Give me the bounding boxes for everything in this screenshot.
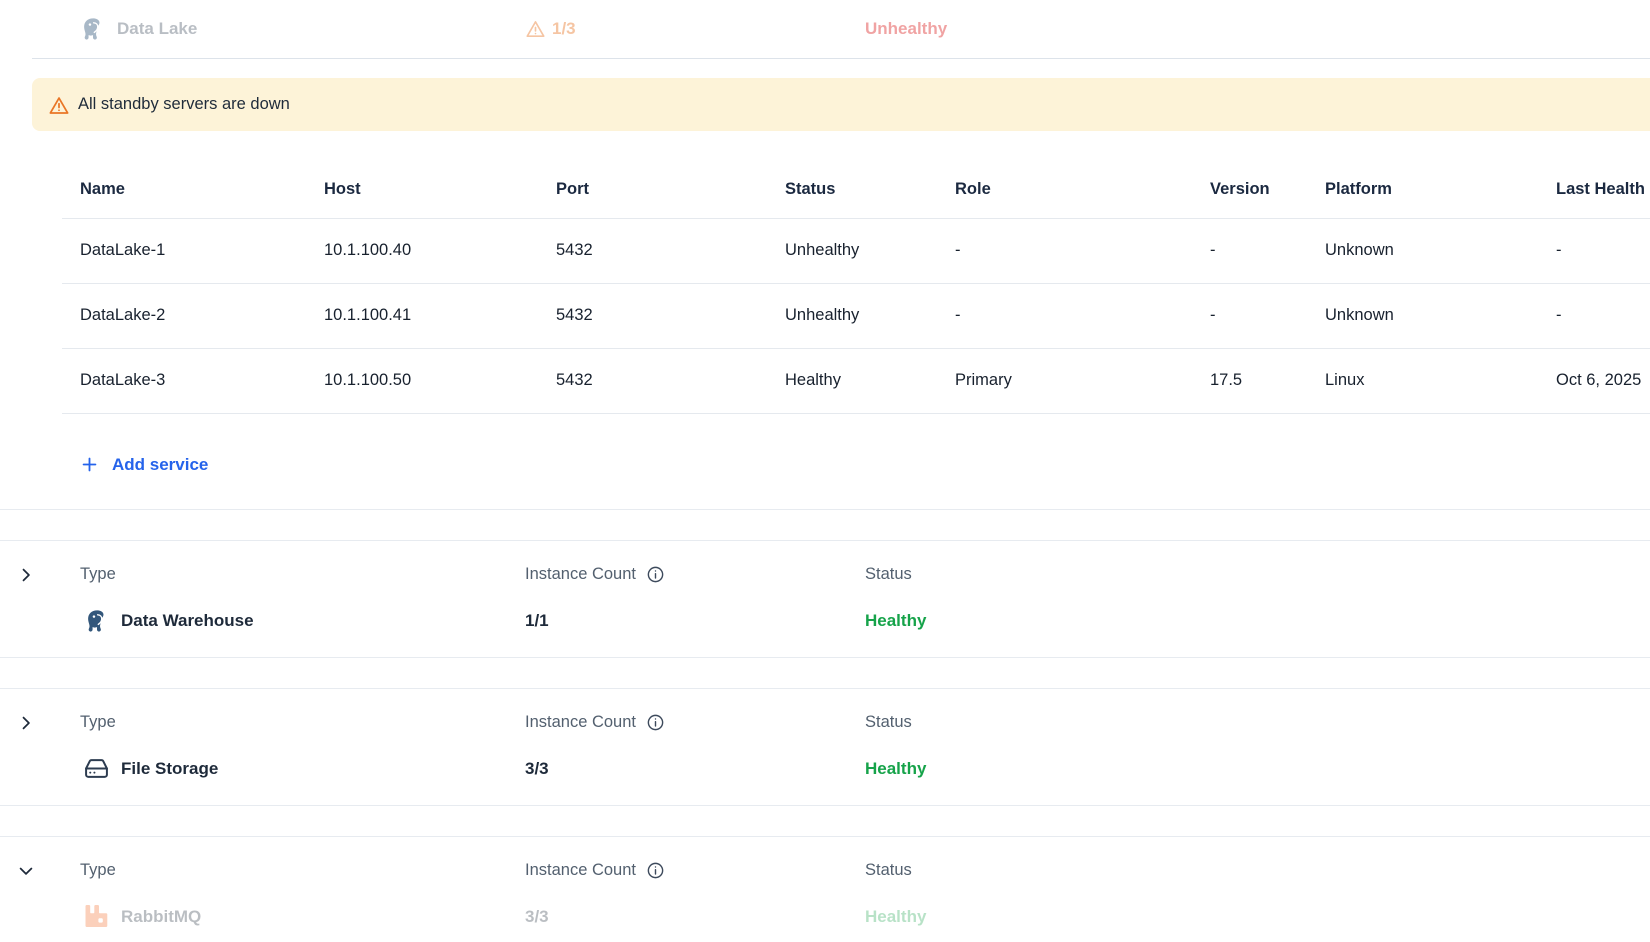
hard-drive-icon (84, 756, 110, 782)
cell-last-health-check: - (1556, 218, 1650, 284)
column-header-platform: Platform (1325, 161, 1556, 219)
instance-count-label: Instance Count (525, 861, 636, 879)
column-header-last-health-check: Last Health Check (1556, 161, 1650, 219)
service-name: File Storage (121, 758, 219, 778)
service-name: RabbitMQ (121, 906, 202, 926)
instances-table-header-row: Name Host Port Status Role Version Platf… (62, 161, 1650, 219)
service-status: Healthy (865, 906, 927, 926)
chevron-right-icon[interactable] (16, 713, 36, 733)
info-icon[interactable] (646, 713, 666, 733)
service-status: Healthy (865, 758, 927, 778)
instances-table: Name Host Port Status Role Version Platf… (62, 161, 1650, 414)
cell-status: Healthy (785, 348, 955, 414)
cell-status: Unhealthy (785, 283, 955, 349)
column-header-version: Version (1210, 161, 1325, 219)
warning-banner: All standby servers are down (32, 78, 1650, 131)
cell-role: - (955, 283, 1210, 349)
group-divider (0, 508, 1650, 510)
cell-version: 17.5 (1210, 348, 1325, 414)
column-header-port: Port (556, 161, 785, 219)
cell-host: 10.1.100.40 (324, 218, 556, 284)
service-row-file-storage[interactable]: File Storage 3/3 Healthy (0, 751, 1650, 787)
instance-row-datalake-3[interactable]: DataLake-3 10.1.100.50 5432 Healthy Prim… (62, 348, 1650, 414)
instance-count-value: 1/3 (552, 19, 576, 38)
instance-count-label: Instance Count (525, 565, 636, 583)
instance-row-datalake-2[interactable]: DataLake-2 10.1.100.41 5432 Unhealthy - … (62, 283, 1650, 349)
cell-platform: Linux (1325, 348, 1556, 414)
status-label: Status (865, 861, 912, 879)
cell-port: 5432 (556, 218, 785, 284)
postgresql-icon (84, 608, 110, 634)
service-name: Data Lake (117, 19, 198, 38)
service-row-rabbitmq[interactable]: RabbitMQ 3/3 Healthy (0, 899, 1650, 935)
type-label: Type (80, 565, 116, 583)
info-icon[interactable] (646, 565, 666, 585)
cell-name: DataLake-2 (62, 283, 324, 349)
info-icon[interactable] (646, 861, 666, 881)
cell-role: - (955, 218, 1210, 284)
chevron-right-icon[interactable] (16, 565, 36, 585)
rabbitmq-icon (84, 904, 110, 930)
group-label-row: Type Instance Count Status (0, 713, 1650, 733)
postgresql-icon (80, 16, 106, 42)
service-row-data-warehouse[interactable]: Data Warehouse 1/1 Healthy (0, 603, 1650, 639)
group-label-row: Type Instance Count Status (0, 565, 1650, 585)
warning-triangle-icon (525, 19, 545, 39)
cell-version: - (1210, 218, 1325, 284)
instance-count-value: 1/1 (525, 610, 549, 630)
column-header-host: Host (324, 161, 556, 219)
warning-triangle-icon (48, 95, 69, 115)
add-service-button[interactable]: Add service (62, 444, 226, 486)
service-group-data-warehouse: Type Instance Count Status Data Warehous… (0, 539, 1650, 658)
cell-status: Unhealthy (785, 218, 955, 284)
column-header-name: Name (62, 161, 324, 219)
cell-port: 5432 (556, 348, 785, 414)
instance-count-value: 3/3 (525, 758, 549, 778)
cell-host: 10.1.100.50 (324, 348, 556, 414)
cell-last-health-check: Oct 6, 2025 (1556, 348, 1650, 414)
cell-last-health-check: - (1556, 283, 1650, 349)
type-label: Type (80, 713, 116, 731)
service-row-data-lake[interactable]: Data Lake 1/3 Unhealthy (0, 0, 1650, 58)
instance-count-label: Instance Count (525, 713, 636, 731)
cell-name: DataLake-1 (62, 218, 324, 284)
row-divider (32, 58, 1650, 59)
column-header-role: Role (955, 161, 1210, 219)
cell-port: 5432 (556, 283, 785, 349)
service-status: Healthy (865, 610, 927, 630)
column-header-status: Status (785, 161, 955, 219)
cell-name: DataLake-3 (62, 348, 324, 414)
service-status: Unhealthy (865, 19, 948, 38)
status-label: Status (865, 713, 912, 731)
chevron-down-icon[interactable] (16, 861, 36, 881)
instance-row-datalake-1[interactable]: DataLake-1 10.1.100.40 5432 Unhealthy - … (62, 218, 1650, 284)
cell-version: - (1210, 283, 1325, 349)
cell-platform: Unknown (1325, 283, 1556, 349)
instance-count-value: 3/3 (525, 906, 549, 926)
service-group-rabbitmq: Type Instance Count Status RabbitMQ 3/3 … (0, 835, 1650, 942)
cell-role: Primary (955, 348, 1210, 414)
status-label: Status (865, 565, 912, 583)
group-label-row: Type Instance Count Status (0, 861, 1650, 881)
warning-banner-text: All standby servers are down (78, 95, 290, 113)
add-service-label: Add service (112, 454, 209, 474)
type-label: Type (80, 861, 116, 879)
cell-host: 10.1.100.41 (324, 283, 556, 349)
service-name: Data Warehouse (121, 610, 254, 630)
plus-icon (80, 455, 100, 475)
service-group-file-storage: Type Instance Count Status File Storage … (0, 687, 1650, 806)
cell-platform: Unknown (1325, 218, 1556, 284)
